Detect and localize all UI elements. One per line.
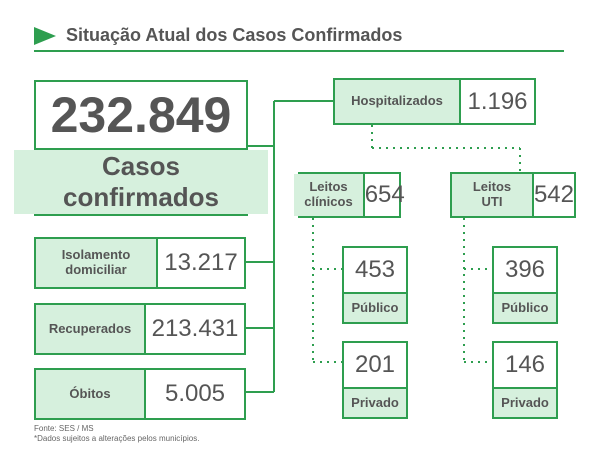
leitos-uti-box: Leitos UTI 542 [450,172,576,218]
page-title: Situação Atual dos Casos Confirmados [66,25,403,45]
footer: Fonte: SES / MS *Dados sujeitos a altera… [34,424,434,448]
isolamento-label: Isolamento domiciliar [36,239,158,287]
hospitalizados-box: Hospitalizados 1.196 [333,78,536,125]
recuperados-box: Recuperados 213.431 [34,303,246,355]
clinicos-privado-value: 201 [354,351,396,378]
clinicos-privado-label: Privado [344,387,406,417]
isolamento-value: 13.217 [164,249,238,276]
play-arrow-icon [34,27,56,45]
leitos-clinicos-value: 654 [364,181,405,208]
total-cases-box: 232.849 Casos confirmados [14,80,268,216]
uti-privado-box: 146 Privado [492,341,558,419]
leitos-clinicos-box: Leitos clínicos 654 [294,172,405,218]
header-underline [34,50,564,52]
clinicos-publico-value: 453 [354,256,396,283]
uti-privado-value: 146 [504,351,546,378]
clinicos-publico-label: Público [344,292,406,322]
obitos-box: Óbitos 5.005 [34,368,246,420]
clinicos-publico-box: 453 Público [342,246,408,324]
recuperados-value: 213.431 [151,315,239,342]
isolamento-box: Isolamento domiciliar 13.217 [34,237,246,289]
obitos-label: Óbitos [36,370,146,418]
clinicos-privado-box: 201 Privado [342,341,408,419]
footer-source: Fonte: SES / MS [34,424,94,433]
header: Situação Atual dos Casos Confirmados [34,18,564,52]
leitos-uti-value: 542 [533,181,574,208]
hospitalizados-value: 1.196 [467,87,528,115]
recuperados-label: Recuperados [36,305,146,353]
total-cases-label: Casos confirmados [14,150,268,214]
leitos-uti-label: Leitos UTI [452,174,534,216]
uti-publico-box: 396 Público [492,246,558,324]
obitos-value: 5.005 [164,380,226,407]
footer-note: *Dados sujeitos a alterações pelos munic… [34,434,200,443]
total-cases-value: 232.849 [50,87,232,143]
uti-privado-label: Privado [494,387,556,417]
leitos-clinicos-label: Leitos clínicos [294,174,365,216]
hospitalizados-label: Hospitalizados [335,80,461,123]
uti-publico-label: Público [494,292,556,322]
uti-publico-value: 396 [504,256,546,283]
